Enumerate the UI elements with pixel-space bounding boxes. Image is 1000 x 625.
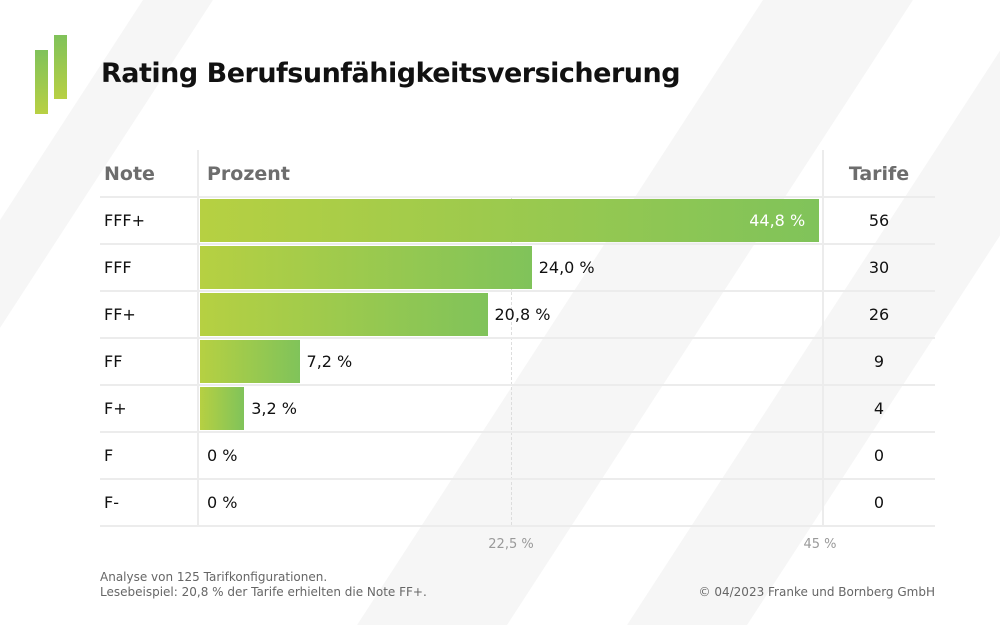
row-divider xyxy=(100,243,935,245)
bar-value-label: 24,0 % xyxy=(538,258,595,277)
count-value: 0 xyxy=(873,446,885,465)
count-value: 4 xyxy=(873,399,885,418)
row-divider xyxy=(100,431,935,433)
bar-value-label: 7,2 % xyxy=(306,352,353,371)
bar xyxy=(200,246,532,289)
note-label: FFF+ xyxy=(104,211,146,230)
bar-value-label: 3,2 % xyxy=(251,399,297,418)
row-divider xyxy=(100,478,935,480)
x-tick-label: 45 % xyxy=(803,537,837,552)
row-divider xyxy=(100,290,935,292)
row-divider xyxy=(100,337,935,339)
copyright: © 04/2023 Franke und Bornberg GmbH xyxy=(698,585,935,599)
reference-line xyxy=(511,197,512,525)
header-percent: Prozent xyxy=(207,163,290,185)
bar xyxy=(200,387,245,430)
note-label: F- xyxy=(104,493,119,512)
footnote-example: Lesebeispiel: 20,8 % der Tarife erhielte… xyxy=(100,585,427,599)
note-label: FF xyxy=(104,352,123,371)
bar xyxy=(200,199,820,242)
note-label: FF+ xyxy=(104,305,136,324)
count-value: 56 xyxy=(868,211,890,230)
row-divider xyxy=(100,384,935,386)
bar-value-label: 44,8 % xyxy=(749,211,806,230)
count-value: 0 xyxy=(873,493,885,512)
bar xyxy=(200,293,488,336)
chart-title: Rating Berufsunfähigkeitsversicherung xyxy=(101,58,681,89)
bar-value-label: 0 % xyxy=(207,446,238,465)
bar xyxy=(200,340,300,383)
count-value: 9 xyxy=(873,352,885,371)
footnote-analysis: Analyse von 125 Tarifkonfigurationen. xyxy=(100,570,328,584)
count-value: 26 xyxy=(868,305,890,324)
row-divider xyxy=(100,196,935,198)
bar-value-label: 0 % xyxy=(207,493,238,512)
header-note: Note xyxy=(104,163,155,185)
note-label: F+ xyxy=(104,399,127,418)
bar-value-label: 20,8 % xyxy=(494,305,551,324)
note-label: FFF xyxy=(104,258,132,277)
count-value: 30 xyxy=(868,258,890,277)
row-divider xyxy=(100,525,935,527)
header-count: Tarife xyxy=(848,163,910,185)
x-tick-label: 22,5 % xyxy=(488,537,534,552)
note-label: F xyxy=(104,446,114,465)
